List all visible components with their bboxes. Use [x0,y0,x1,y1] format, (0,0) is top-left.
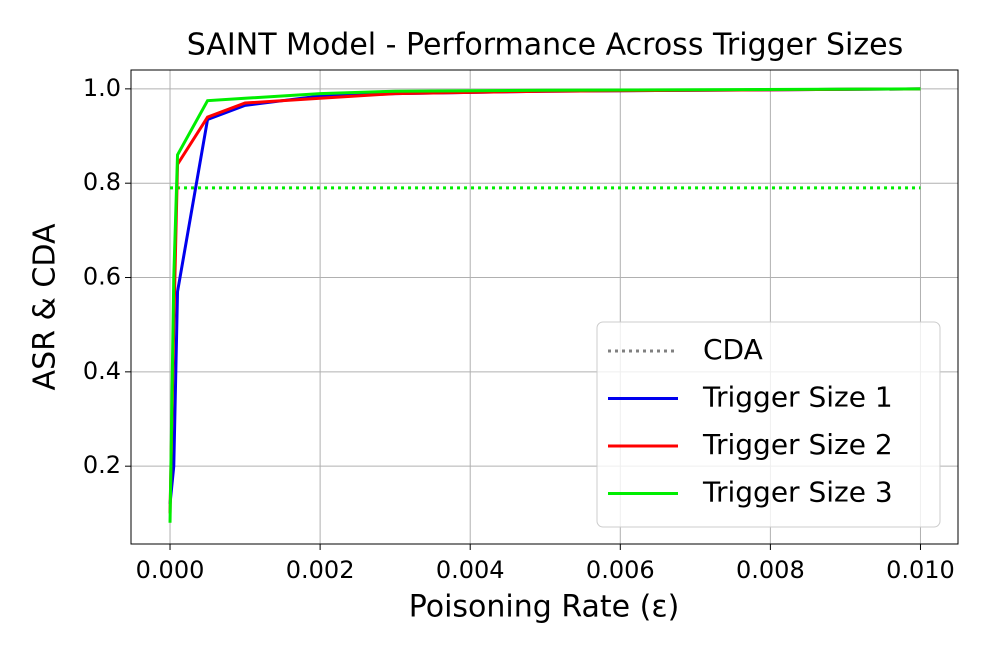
x-tick-label: 0.008 [736,556,805,584]
legend-label: Trigger Size 2 [702,428,893,461]
grid [131,70,958,544]
x-tick-label: 0.000 [136,556,205,584]
legend-label: CDA [703,333,763,366]
x-tick-label: 0.002 [286,556,355,584]
legend-box [596,321,941,528]
plot-frame [130,69,959,545]
x-tick-label: 0.010 [886,556,955,584]
chart-title: SAINT Model - Performance Across Trigger… [187,28,903,63]
y-tick-label: 0.4 [83,357,121,385]
x-tick-label: 0.004 [436,556,505,584]
y-tick-label: 0.6 [83,263,121,291]
y-tick-label: 1.0 [83,74,121,102]
y-tick-label: 0.2 [83,451,121,479]
x-axis-label: Poisoning Rate (ε) [409,590,680,625]
series-line [168,87,921,523]
legend-label: Trigger Size 1 [702,381,893,414]
legend-label: Trigger Size 3 [702,476,893,509]
y-axis-label: ASR & CDA [28,223,63,390]
x-tick-label: 0.006 [586,556,655,584]
y-tick-label: 0.8 [83,168,121,196]
